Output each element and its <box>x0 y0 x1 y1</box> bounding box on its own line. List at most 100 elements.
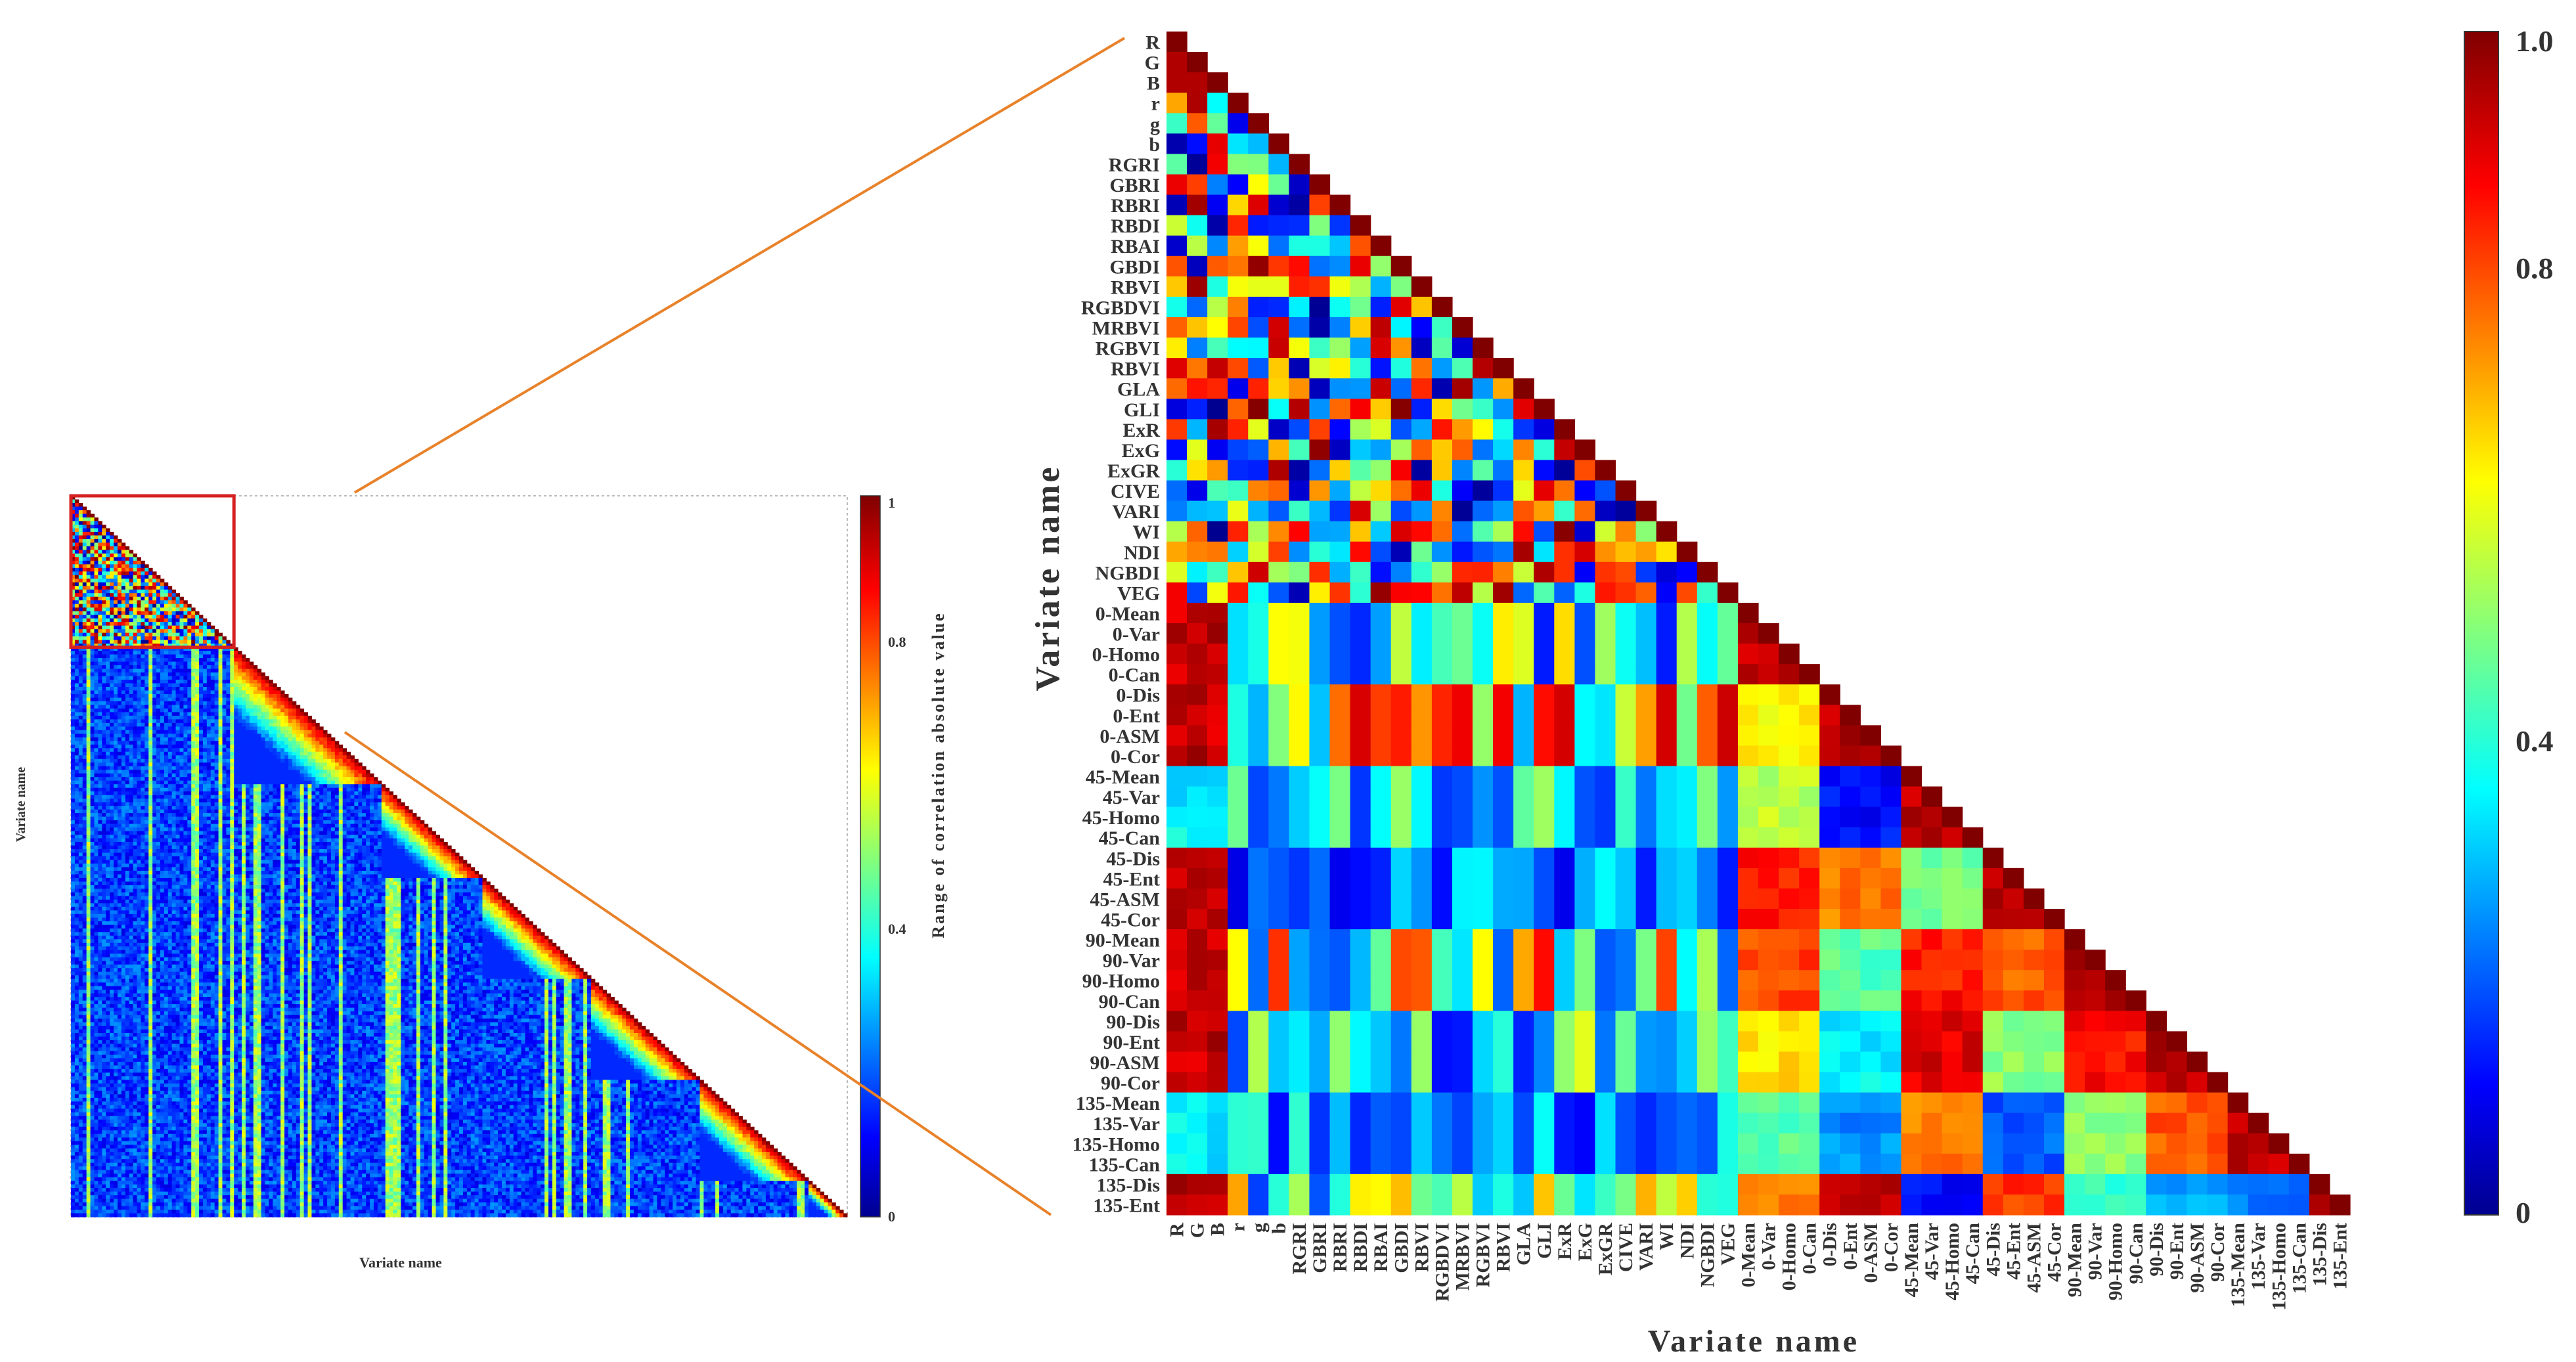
overview-cell <box>125 719 129 723</box>
overview-cell <box>144 672 148 676</box>
overview-cell <box>144 687 148 691</box>
overview-cell <box>261 716 265 720</box>
overview-cell <box>122 564 125 568</box>
overview-cell <box>133 597 137 601</box>
overview-cell <box>75 690 79 694</box>
overview-cell <box>102 535 106 539</box>
overview-cell <box>75 636 79 640</box>
overview-cell <box>144 655 148 659</box>
overview-cell <box>179 600 183 604</box>
overview-cell <box>219 726 223 730</box>
overview-cell <box>91 619 95 623</box>
overview-cell <box>94 554 98 558</box>
overview-cell <box>257 701 261 705</box>
overview-cell <box>125 705 129 709</box>
overview-cell <box>152 575 156 579</box>
overview-cell <box>98 629 102 633</box>
overview-cell <box>75 701 79 705</box>
overview-cell <box>148 672 152 676</box>
overview-cell <box>106 590 110 594</box>
overview-cell <box>106 701 110 705</box>
overview-cell <box>199 662 203 666</box>
overview-cell <box>152 672 156 676</box>
overview-cell <box>98 651 102 655</box>
overview-cell <box>168 745 172 749</box>
overview-cell <box>94 521 98 525</box>
overview-cell <box>125 697 129 701</box>
overview-cell <box>133 593 137 597</box>
overview-cell <box>137 593 141 597</box>
overview-cell <box>79 655 83 659</box>
overview-cell <box>187 730 191 734</box>
overview-cell <box>234 676 238 680</box>
overview-cell <box>273 690 277 694</box>
overview-cell <box>257 672 261 676</box>
overview-cell <box>234 737 238 741</box>
overview-cell <box>102 745 106 749</box>
overview-cell <box>125 575 129 579</box>
overview-cell <box>152 705 156 709</box>
overview-cell <box>102 676 106 680</box>
overview-cell <box>133 665 137 669</box>
overview-cell <box>183 658 187 662</box>
overview-cell <box>144 697 148 701</box>
overview-cell <box>191 607 195 611</box>
overview-cell <box>118 571 122 575</box>
overview-cell <box>203 741 207 745</box>
overview-cell <box>94 607 98 611</box>
overview-cell <box>79 723 83 727</box>
overview-heatmap: Variate name Variate name <box>14 496 848 1271</box>
overview-cell <box>110 615 114 619</box>
overview-cell <box>75 521 79 525</box>
overview-cell <box>273 694 277 698</box>
overview-cell <box>114 665 118 669</box>
overview-cell <box>110 593 114 597</box>
overview-cell <box>118 607 122 611</box>
overview-cell <box>75 640 79 644</box>
overview-cell <box>195 737 199 741</box>
overview-cell <box>179 730 183 734</box>
overview-cell <box>114 669 118 673</box>
overview-cell <box>230 730 234 734</box>
overview-cell <box>83 658 87 662</box>
overview-cell <box>219 658 223 662</box>
overview-cell <box>79 510 83 514</box>
overview-cell <box>137 615 141 619</box>
overview-cell <box>110 712 114 716</box>
overview-cell <box>129 705 133 709</box>
overview-cell <box>172 730 176 734</box>
overview-cell <box>176 662 180 666</box>
overview-cell <box>254 730 257 734</box>
overview-cell <box>102 571 106 575</box>
overview-cell <box>160 705 164 709</box>
overview-cell <box>114 582 118 586</box>
overview-cell <box>137 658 141 662</box>
overview-cell <box>168 669 172 673</box>
overview-cell <box>160 640 164 644</box>
overview-cell <box>226 665 230 669</box>
overview-cell <box>269 723 273 727</box>
overview-cell <box>160 597 164 601</box>
overview-cell <box>273 705 277 709</box>
overview-cell <box>144 564 148 568</box>
overview-cell <box>102 697 106 701</box>
overview-cell <box>222 690 226 694</box>
overview-cell <box>179 655 183 659</box>
overview-cell <box>122 680 125 684</box>
overview-cell <box>160 665 164 669</box>
overview-cell <box>102 672 106 676</box>
overview-cell <box>308 734 312 737</box>
overview-cell <box>191 716 195 720</box>
overview-cell <box>79 600 83 604</box>
overview-cell <box>261 712 265 716</box>
overview-cell <box>91 546 95 550</box>
overview-cell <box>172 655 176 659</box>
overview-cell <box>129 582 133 586</box>
overview-cell <box>75 510 79 514</box>
overview-cell <box>164 723 168 727</box>
overview-cell <box>110 669 114 673</box>
overview-cell <box>129 590 133 594</box>
overview-cell <box>122 651 125 655</box>
overview-cell <box>203 737 207 741</box>
overview-cell <box>164 676 168 680</box>
